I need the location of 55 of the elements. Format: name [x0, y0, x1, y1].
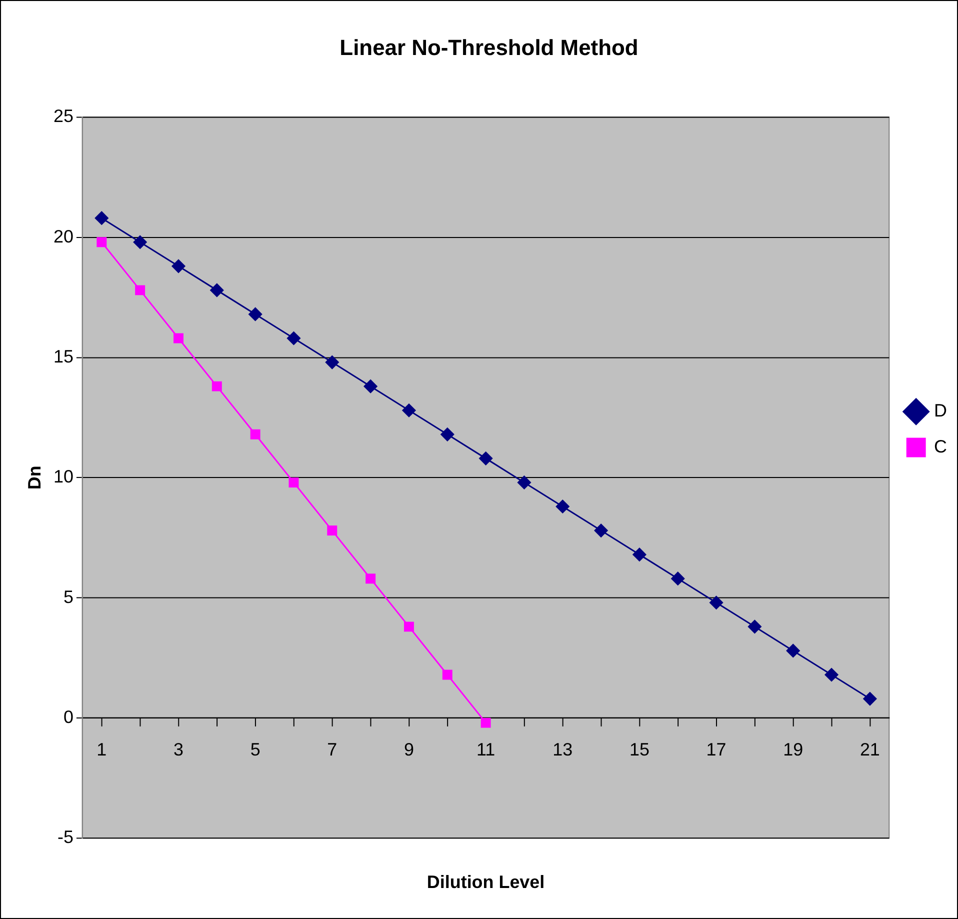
point — [556, 500, 570, 514]
legend-label: D — [934, 400, 948, 421]
x-tick-label: 9 — [404, 740, 414, 760]
point — [748, 620, 762, 634]
x-tick-label: 5 — [250, 740, 260, 760]
point — [671, 572, 685, 586]
point — [325, 356, 339, 370]
x-tick-label: 3 — [173, 740, 184, 760]
y-tick-label: 5 — [63, 586, 74, 607]
point — [174, 333, 184, 344]
legend-label: C — [934, 436, 948, 456]
point — [250, 429, 260, 440]
point — [479, 452, 493, 466]
point — [632, 548, 646, 562]
point — [133, 235, 147, 249]
point — [786, 644, 800, 658]
point — [404, 622, 414, 632]
x-tick-label: 7 — [327, 740, 338, 760]
y-tick-label: 10 — [53, 466, 74, 487]
x-tick-label: 1 — [96, 740, 107, 760]
point — [710, 596, 724, 610]
y-tick-label: 15 — [53, 346, 74, 366]
point — [480, 718, 491, 728]
point — [248, 307, 262, 321]
y-tick-label: 20 — [53, 226, 74, 246]
point — [210, 283, 224, 297]
x-tick-label: 21 — [860, 740, 880, 760]
x-tick-label: 13 — [552, 740, 573, 760]
point — [366, 574, 376, 584]
x-tick-label: 19 — [783, 740, 804, 760]
point — [364, 380, 378, 394]
point — [96, 237, 107, 248]
point — [863, 692, 877, 706]
y-tick-label: 25 — [53, 106, 74, 126]
y-axis-title: Dn — [24, 466, 45, 490]
point — [135, 285, 146, 296]
point — [824, 668, 838, 682]
point — [327, 526, 338, 536]
point — [172, 259, 186, 273]
x-tick-label: 11 — [476, 740, 496, 760]
x-tick-label: 15 — [629, 740, 650, 760]
point — [594, 524, 608, 538]
point — [288, 477, 299, 488]
point — [94, 211, 108, 225]
y-tick-label: 0 — [63, 706, 74, 727]
point — [286, 332, 300, 345]
point — [212, 381, 222, 392]
point — [440, 428, 454, 442]
point — [402, 404, 416, 418]
x-axis-title: Dilution Level — [426, 872, 545, 892]
chart-title: Linear No-Threshold Method — [340, 35, 638, 60]
point — [517, 476, 531, 490]
point — [442, 670, 452, 680]
x-tick-label: 17 — [706, 740, 726, 760]
y-tick-label: -5 — [58, 827, 74, 848]
